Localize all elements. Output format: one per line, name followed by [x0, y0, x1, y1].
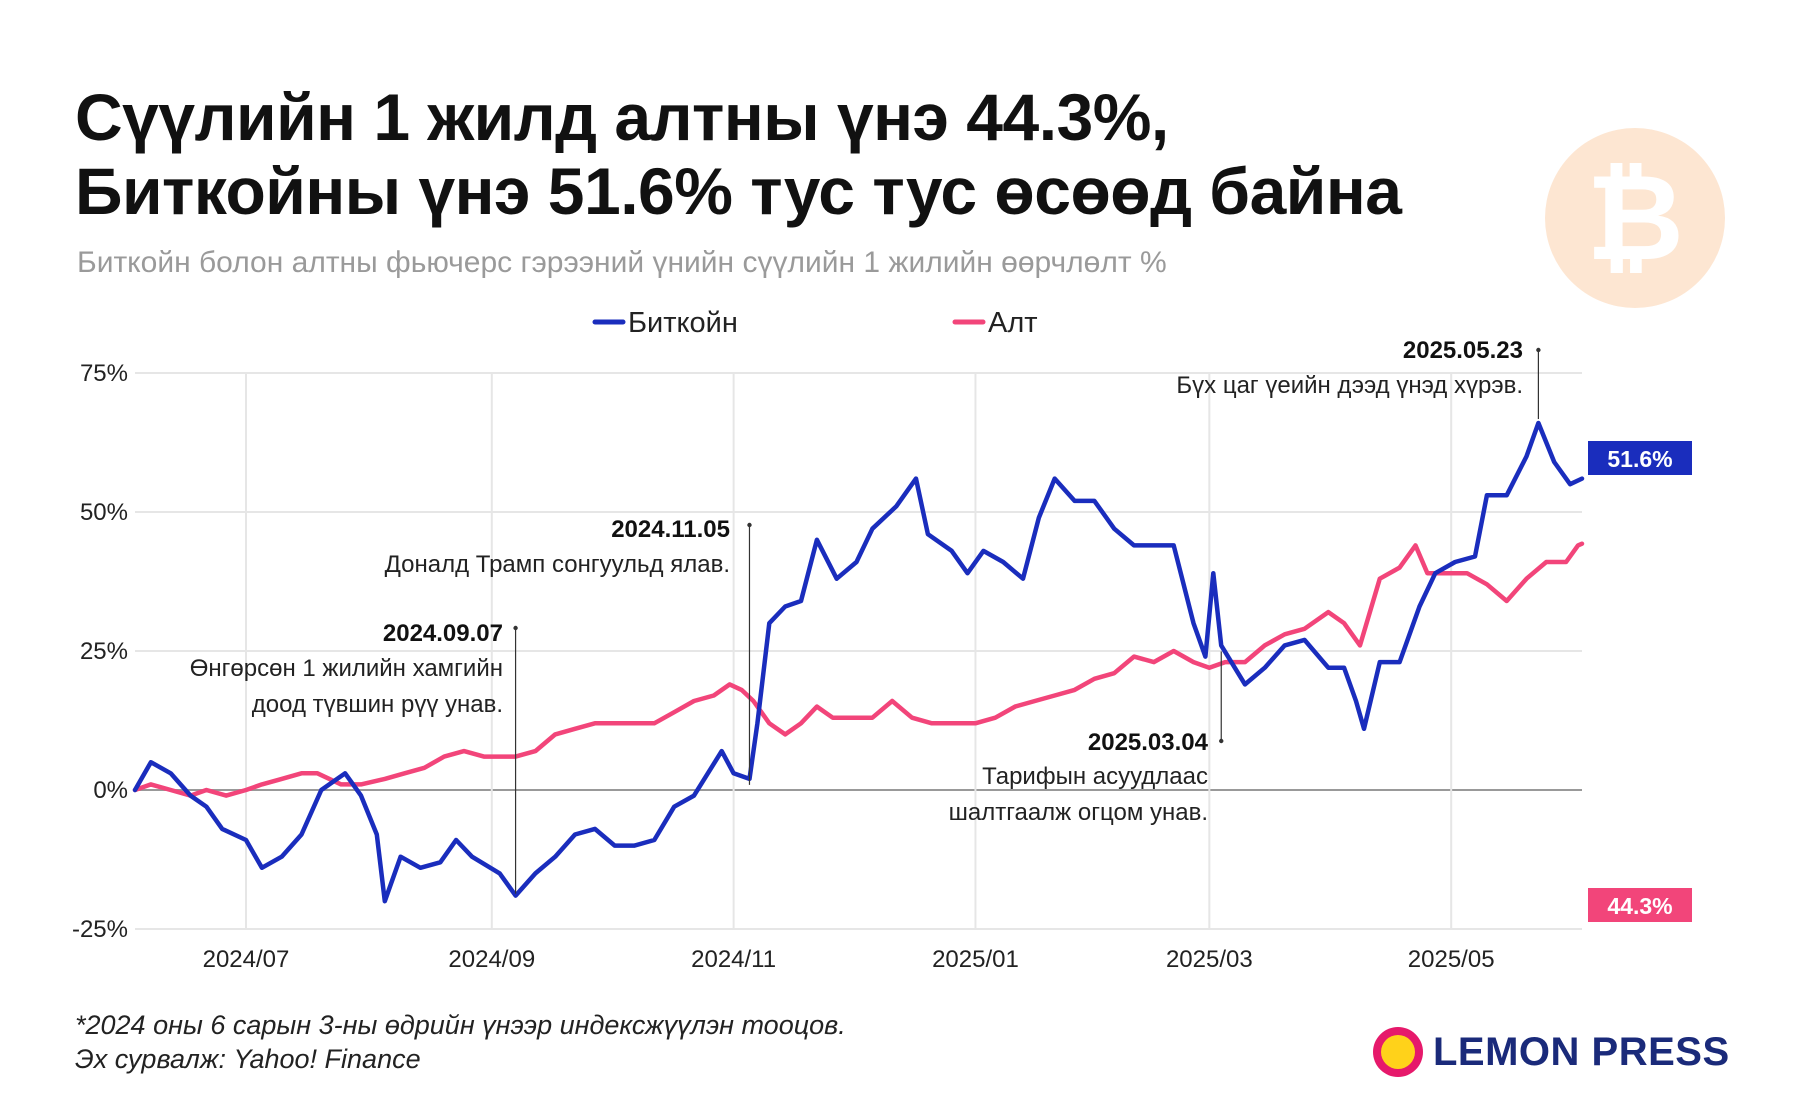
annotation-dot — [1219, 738, 1224, 744]
y-tick-label: 50% — [80, 499, 128, 526]
annotation-text: Доналд Трамп сонгуульд ялав. — [385, 551, 730, 578]
y-tick-label: 25% — [80, 638, 128, 665]
annotation-text: доод түвшин рүү унав. — [252, 691, 503, 718]
brand-name: LEMON PRESS — [1433, 1029, 1730, 1074]
annotation-text: Тарифын асуудлаас — [982, 763, 1208, 790]
chart-series — [132, 420, 1585, 904]
annotation-date: 2024.11.05 — [611, 516, 730, 543]
annotation-text: шалтгаалж огцом унав. — [949, 799, 1208, 826]
annotation-text: Бүх цаг үеийн дээд үнэд хүрэв. — [1176, 372, 1523, 399]
end-label-box-gold — [1588, 888, 1692, 922]
legend-label-bitcoin: Биткойн — [628, 307, 738, 339]
x-tick-label: 2025/01 — [932, 946, 1019, 973]
chart-annotations: 2024.09.07 Өнгөрсөн 1 жилийн хамгийн доод … — [190, 337, 1541, 894]
end-label-gold: 44.3% — [1607, 893, 1672, 919]
footnote-source: Эх сурвалж: Yahoo! Finance — [75, 1044, 421, 1074]
annotation-date: 2025.03.04 — [1088, 729, 1209, 756]
chart-axes: 75% 50% 25% 0% -25% 2024/07 2024/09 2024/11 2025… — [72, 360, 1495, 973]
y-tick-label: 75% — [80, 360, 128, 387]
bitcoin-series-line — [132, 420, 1585, 904]
annotation-dot — [513, 625, 518, 631]
bitcoin-icon: ₿ — [1545, 128, 1725, 308]
annotation-text: Өнгөрсөн 1 жилийн хамгийн — [190, 655, 503, 682]
chart-grid — [135, 372, 1582, 930]
chart-title: Сүүлийн 1 жилд алтны үнэ 44.3%, Биткойны… — [75, 80, 1402, 228]
x-tick-label: 2025/05 — [1408, 946, 1495, 973]
footnote: *2024 оны 6 сарын 3-ны өдрийн үнээр инде… — [75, 1008, 846, 1076]
annotation-dot — [747, 522, 752, 528]
chart-title-line-1: Сүүлийн 1 жилд алтны үнэ 44.3%, — [75, 80, 1169, 154]
legend-label-gold: Алт — [988, 307, 1038, 339]
chart-legend: Биткойн Алт — [592, 307, 1038, 339]
end-label-box-bitcoin — [1588, 441, 1692, 475]
x-tick-label: 2024/11 — [691, 946, 776, 973]
annotation-date: 2025.05.23 — [1403, 337, 1523, 364]
x-tick-label: 2024/09 — [448, 946, 535, 973]
x-tick-label: 2024/07 — [203, 946, 290, 973]
gold-series-line — [132, 541, 1585, 798]
annotation-dot — [1536, 347, 1541, 353]
brand-logo: LEMON PRESS — [1373, 1027, 1730, 1077]
annotation-date: 2024.09.07 — [383, 620, 503, 647]
footnote-line-1: *2024 оны 6 сарын 3-ны өдрийн үнээр инде… — [75, 1010, 846, 1040]
end-label-bitcoin: 51.6% — [1607, 446, 1672, 472]
chart-title-line-2: Биткойны үнэ 51.6% тус тус өсөөд байна — [75, 154, 1402, 228]
chart-end-labels: 51.6% 44.3% — [1588, 441, 1692, 922]
chart-area: 75% 50% 25% 0% -25% 2024/07 2024/09 2024/11 2025… — [72, 307, 1692, 973]
x-tick-label: 2025/03 — [1166, 946, 1253, 973]
y-tick-label: -25% — [72, 916, 128, 943]
y-tick-label: 0% — [93, 777, 128, 804]
chart-subtitle: Биткойн болон алтны фьючерс гэрээний үни… — [77, 246, 1167, 279]
lemon-icon — [1373, 1027, 1423, 1077]
